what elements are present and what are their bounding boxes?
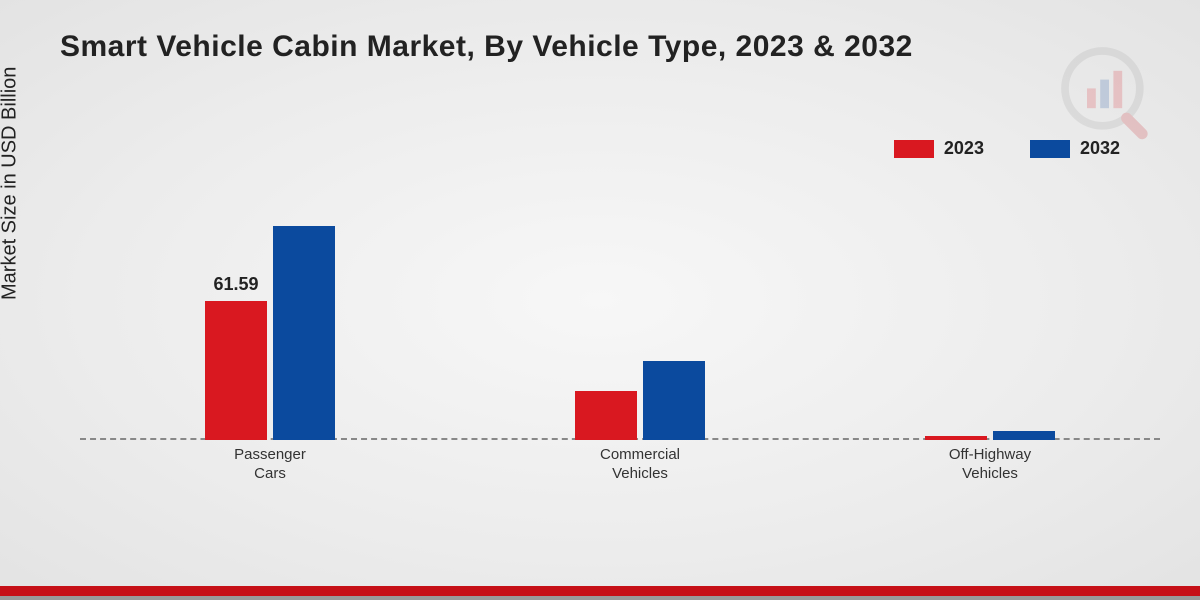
legend-item-2032: 2032 xyxy=(1030,138,1120,159)
chart-title: Smart Vehicle Cabin Market, By Vehicle T… xyxy=(60,30,913,64)
footer-red-stripe xyxy=(0,586,1200,596)
legend-label-2023: 2023 xyxy=(944,138,984,159)
footer-grey-stripe xyxy=(0,596,1200,600)
logo-bar-3 xyxy=(1113,71,1122,108)
x-label-0: Passenger Cars xyxy=(190,446,350,484)
logo-bar-2 xyxy=(1100,80,1109,109)
plot-area: 61.59 xyxy=(80,170,1160,440)
bar-2032-0 xyxy=(273,226,335,440)
logo-handle xyxy=(1119,110,1150,141)
bar-2032-1 xyxy=(643,361,705,440)
chart-page: Smart Vehicle Cabin Market, By Vehicle T… xyxy=(0,0,1200,600)
brand-logo-icon xyxy=(1054,40,1164,150)
legend-item-2023: 2023 xyxy=(894,138,984,159)
logo-bar-1 xyxy=(1087,88,1096,108)
bar-2032-2 xyxy=(993,431,1055,440)
legend-label-2032: 2032 xyxy=(1080,138,1120,159)
y-axis-label: Market Size in USD Billion xyxy=(0,67,22,300)
x-axis-labels: Passenger Cars Commercial Vehicles Off-Hig… xyxy=(80,440,1160,490)
legend: 2023 2032 xyxy=(894,138,1120,159)
footer-accent-bar xyxy=(0,586,1200,600)
legend-swatch-2032 xyxy=(1030,140,1070,158)
value-label-0-0: 61.59 xyxy=(213,274,258,295)
bar-2023-1 xyxy=(575,391,637,441)
x-label-1: Commercial Vehicles xyxy=(560,446,720,484)
legend-swatch-2023 xyxy=(894,140,934,158)
x-label-2: Off-Highway Vehicles xyxy=(910,446,1070,484)
bar-2023-0 xyxy=(205,301,267,440)
